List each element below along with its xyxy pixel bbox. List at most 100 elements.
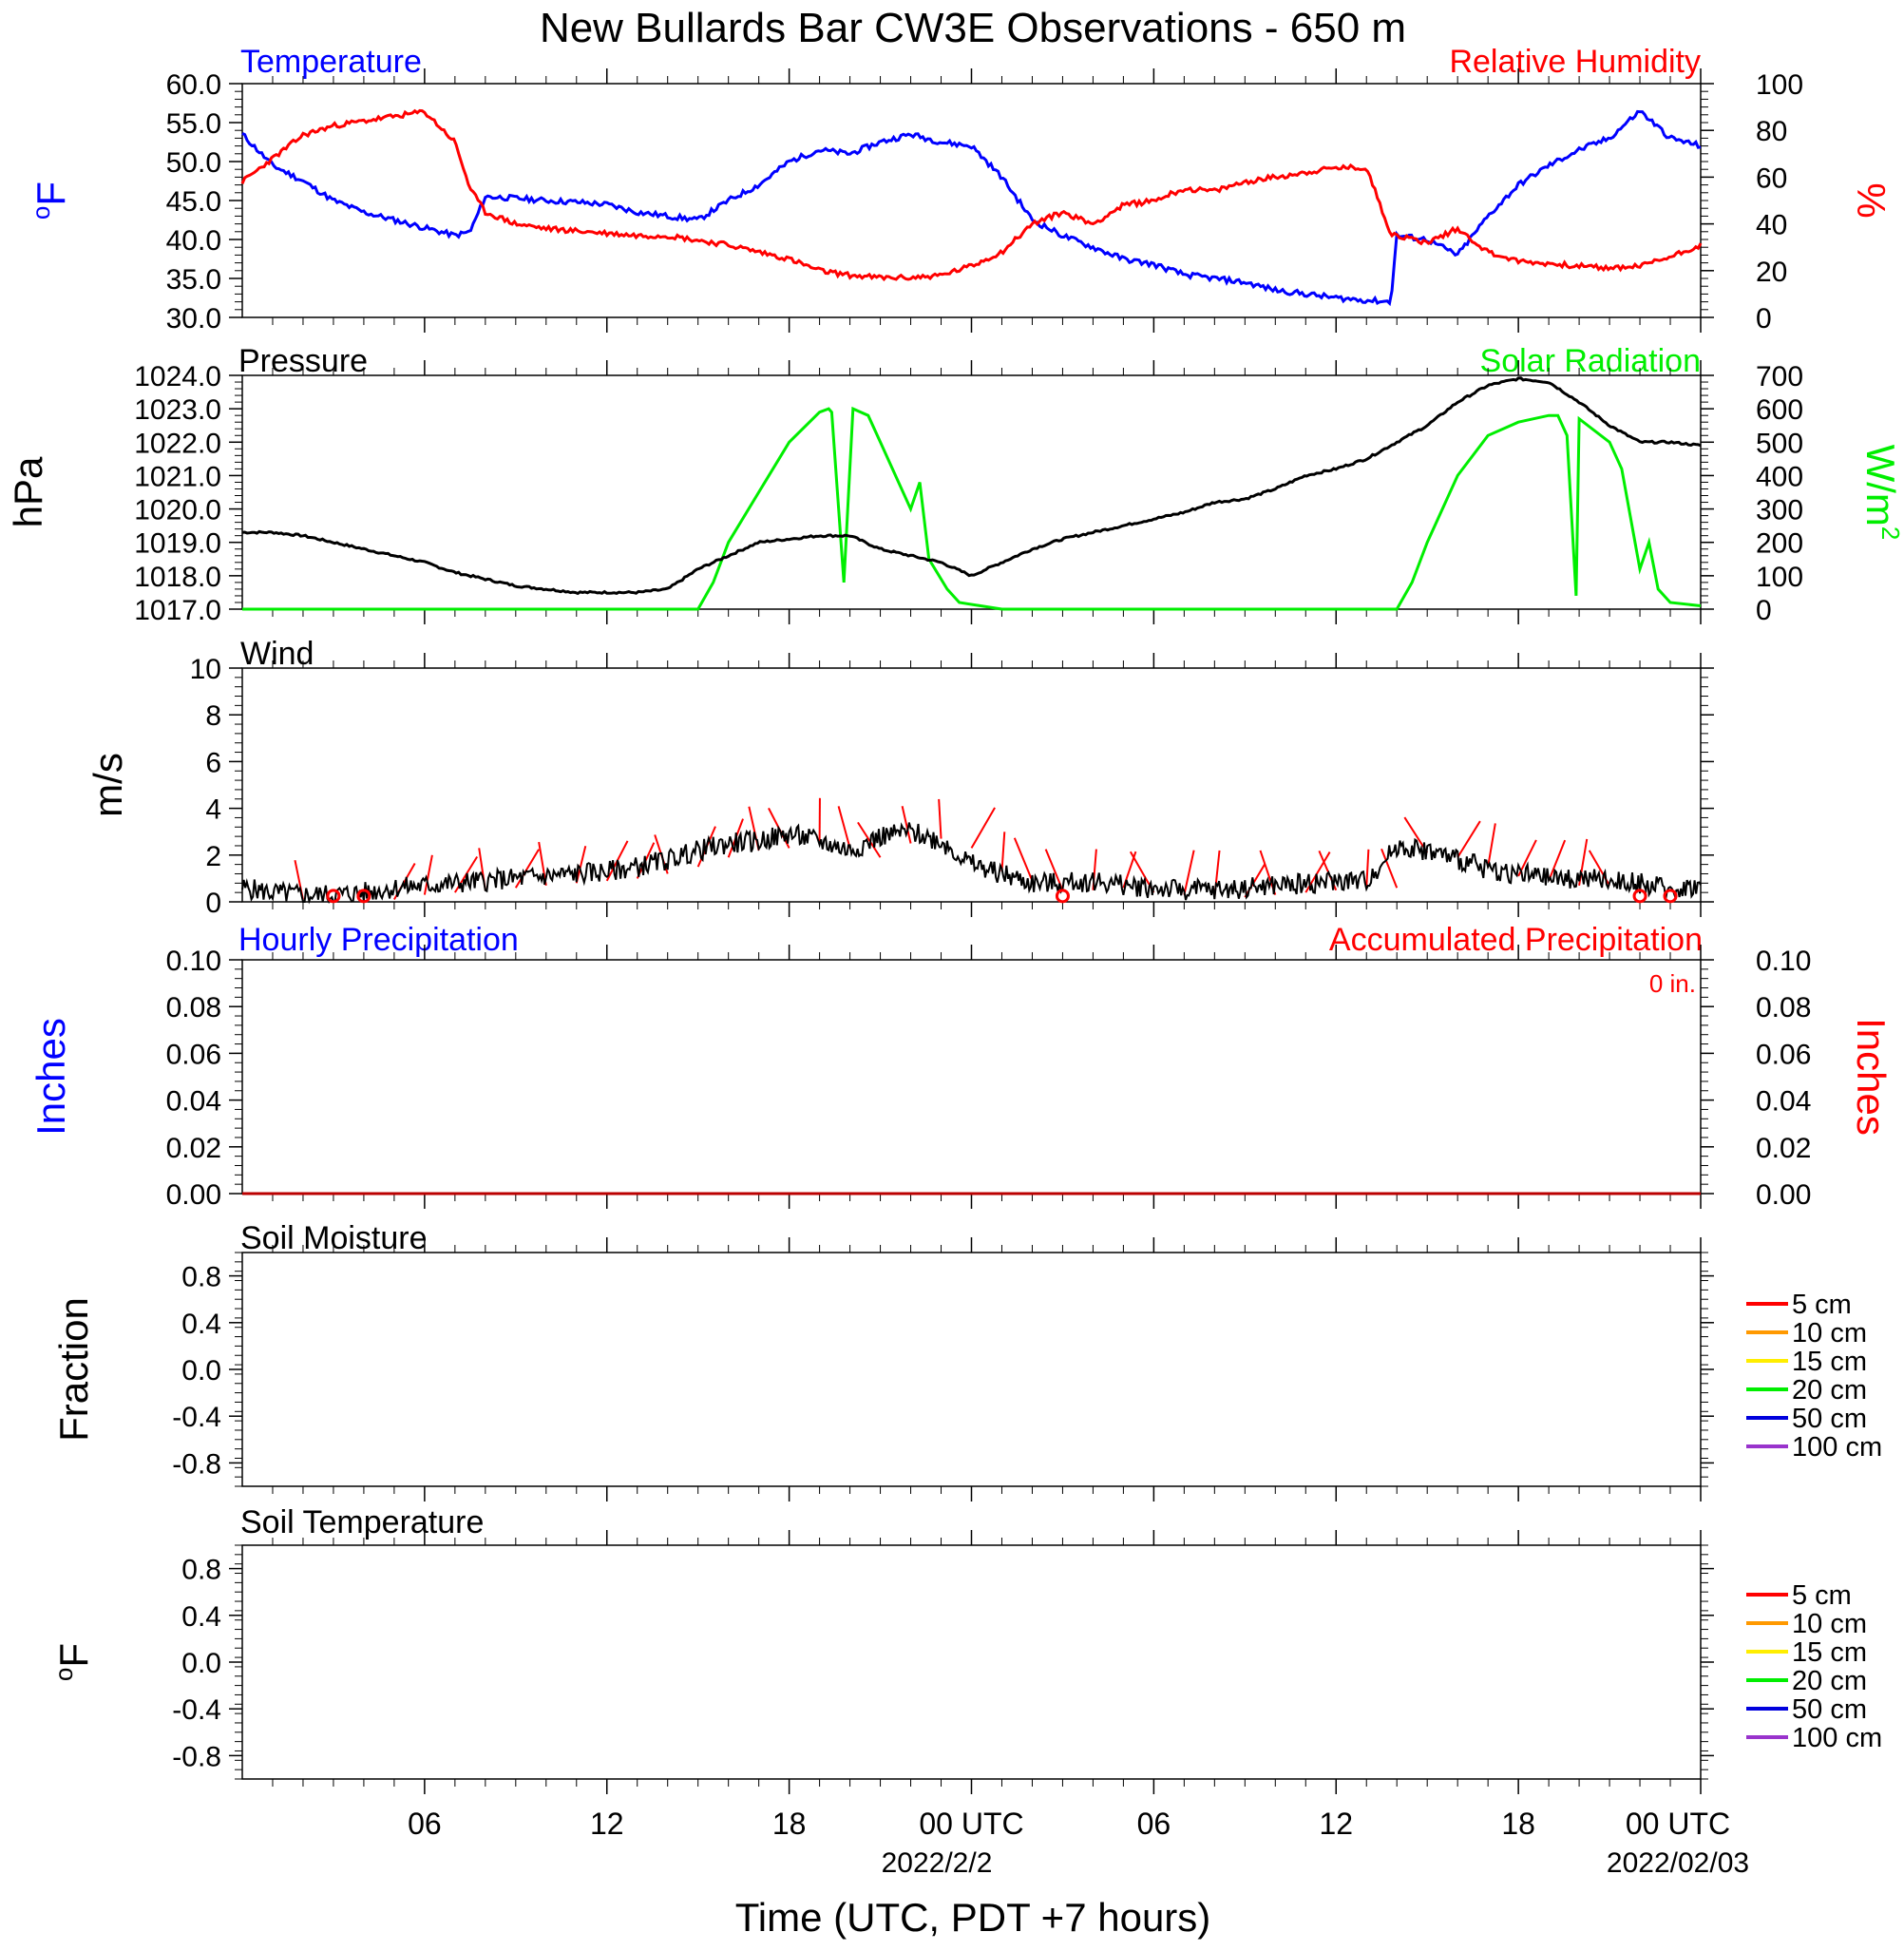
legend-label: 10 cm (1792, 1609, 1867, 1639)
panel1-ticks: 30.0 35.0 40.0 45.0 50.0 55.0 60.0 0 20 40 60 80 100 (166, 68, 1803, 335)
x-tick-label: 12 (590, 1807, 624, 1841)
wind-barb (423, 854, 433, 895)
y-tick-label-right: 0.10 (1756, 946, 1811, 977)
x-axis-title: Time (UTC, PDT +7 hours) (735, 1895, 1211, 1940)
plot-frame (241, 1544, 1702, 1780)
x-axis-labels: 06 12 18 00 UTC 06 12 18 00 UTC (408, 1807, 1730, 1841)
y-tick-label-right: 0.08 (1756, 992, 1811, 1023)
y-tick-label-right: 400 (1756, 461, 1803, 492)
legend-label: 20 cm (1792, 1375, 1867, 1406)
wind-barb (1365, 849, 1370, 889)
y-tick-label-left: 0.08 (166, 992, 221, 1023)
y-tick-label-left: 1019.0 (134, 528, 221, 560)
wind-barb (1183, 850, 1195, 895)
solar-series (242, 406, 1702, 611)
y-tick-label-left: 35.0 (166, 264, 221, 296)
y-tick-label-right: 0 (1756, 303, 1772, 335)
y-tick-label-left: 0 (205, 888, 221, 919)
y-tick-label-left: -0.8 (172, 1448, 221, 1480)
y-tick-label-right: 500 (1756, 428, 1803, 459)
y-tick-label-left: 50.0 (166, 147, 221, 179)
y-tick-label-left: 1023.0 (134, 394, 221, 426)
y-tick-label-right: 300 (1756, 495, 1803, 526)
y-tick-label-left: 60.0 (166, 69, 221, 101)
y-tick-label-left: 1018.0 (134, 562, 221, 593)
panel3-ticks: 0 2 4 6 8 10 (190, 653, 1714, 919)
x-tick-label: 00 UTC (919, 1807, 1023, 1841)
y-tick-label-right: 0.00 (1756, 1179, 1811, 1211)
wind-barb (538, 841, 547, 886)
y-tick-label-right: 0 (1756, 595, 1772, 626)
plot-frame (241, 1252, 1702, 1487)
y-tick-label-left: 30.0 (166, 303, 221, 335)
y-tick-label-right: 200 (1756, 528, 1803, 560)
hourly-precip-title: Hourly Precipitation (238, 922, 519, 958)
legend-label: 10 cm (1792, 1318, 1867, 1348)
y-tick-label-right: 80 (1756, 116, 1787, 147)
panel5-ticks: -0.8 -0.4 0.0 0.4 0.8 (172, 1237, 1714, 1502)
y-tick-label-left: 1022.0 (134, 428, 221, 459)
y-tick-label-left: 6 (205, 747, 221, 778)
y-tick-label-right: 0.06 (1756, 1039, 1811, 1070)
panel4-ticks: 0.00 0.02 0.04 0.06 0.08 0.10 0.00 0.02 0.04 0.06… (166, 945, 1811, 1211)
y-tick-label-left: 0.04 (166, 1086, 221, 1118)
y-tick-label-left: 10 (190, 654, 221, 685)
wind-barb (1487, 823, 1496, 868)
y-tick-label-left: 4 (205, 794, 221, 826)
panel-precipitation: Hourly Precipitation Accumulated Precipi… (29, 922, 1894, 1211)
plot-frame (241, 959, 1702, 1195)
panel-wind: Wind m/s 0 2 4 6 8 10 (86, 636, 1714, 919)
wind-barb (1380, 848, 1399, 889)
x-axis-date-2: 2022/02/03 (1607, 1847, 1749, 1879)
y-tick-label-right: 0.02 (1756, 1133, 1811, 1164)
humidity-axis-label: % (1849, 182, 1894, 218)
accum-precip-title: Accumulated Precipitation (1329, 922, 1703, 958)
y-tick-label-left: 0.10 (166, 946, 221, 977)
hourly-precip-axis-label: Inches (29, 1018, 73, 1136)
y-tick-label-left: -0.8 (172, 1741, 221, 1772)
y-tick-label-left: 8 (205, 700, 221, 732)
accum-precip-axis-label: Inches (1849, 1018, 1894, 1136)
y-tick-label-left: 1024.0 (134, 361, 221, 392)
legend-label: 5 cm (1792, 1290, 1852, 1320)
y-tick-label-right: 20 (1756, 257, 1787, 288)
y-tick-label-left: 0.4 (181, 1601, 221, 1633)
y-tick-label-right: 700 (1756, 361, 1803, 392)
y-tick-label-left: 0.02 (166, 1133, 221, 1164)
solar-axis-label: W/m2 (1858, 445, 1904, 541)
panel-pressure-solar: Pressure Solar Radiation hPa W/m2 1017.0… (6, 343, 1904, 626)
wind-barb (901, 806, 912, 844)
x-tick-label: 18 (772, 1807, 807, 1841)
x-tick-label: 00 UTC (1626, 1807, 1730, 1841)
x-tick-label: 18 (1501, 1807, 1535, 1841)
y-tick-label-left: 0.00 (166, 1179, 221, 1211)
y-tick-label-left: 0.8 (181, 1262, 221, 1293)
y-tick-label-right: 0.04 (1756, 1086, 1811, 1118)
temperature-axis-label: oF (27, 182, 73, 220)
panel-soil-moisture: Soil Moisture Fraction -0.8-0.40.00.40.8… (51, 1220, 1882, 1502)
y-tick-label-right: 600 (1756, 394, 1803, 426)
wind-barb (970, 807, 996, 849)
wind-barb (1457, 820, 1481, 858)
panel-temperature-humidity: Temperature Relative Humidity oF % 30.03… (27, 44, 1894, 335)
y-tick-label-right: 100 (1756, 69, 1803, 101)
calm-marker (1663, 889, 1678, 904)
legend-label: 50 cm (1792, 1694, 1867, 1725)
y-tick-label-left: 55.0 (166, 108, 221, 140)
x-axis-date-1: 2022/2/2 (882, 1847, 993, 1879)
y-tick-label-left: 0.8 (181, 1555, 221, 1586)
wind-barb (938, 798, 942, 839)
y-tick-label-left: -0.4 (172, 1402, 221, 1433)
legend-label: 20 cm (1792, 1666, 1867, 1696)
wind-barb (857, 821, 882, 858)
y-tick-label-left: 0.4 (181, 1309, 221, 1340)
calm-marker (1632, 889, 1647, 904)
calm-marker (356, 889, 371, 904)
wind-speed-series (241, 822, 1702, 905)
y-tick-label-left: 2 (205, 841, 221, 872)
calm-marker (1055, 889, 1070, 904)
temperature-series (241, 109, 1702, 307)
